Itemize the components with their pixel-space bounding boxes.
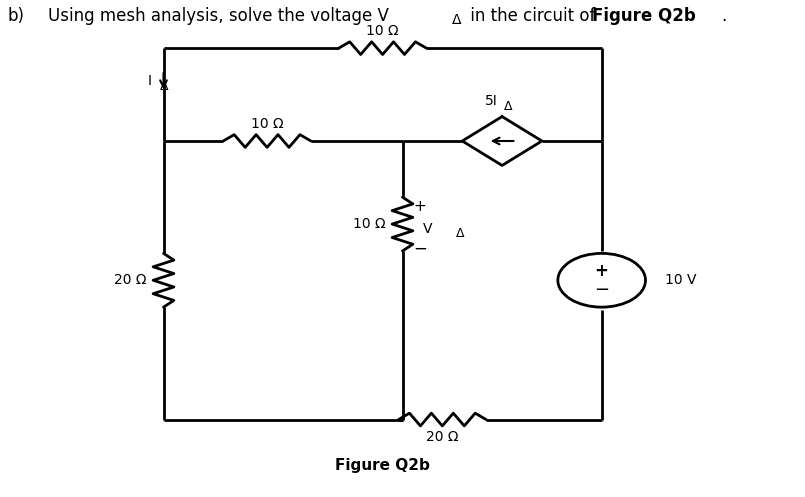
Text: +: + — [595, 262, 609, 280]
Text: Δ: Δ — [159, 81, 168, 93]
Text: 5I: 5I — [485, 94, 498, 108]
Text: Δ: Δ — [452, 13, 461, 27]
Text: 10 Ω: 10 Ω — [366, 24, 399, 38]
Text: Δ: Δ — [456, 227, 464, 241]
Text: V: V — [423, 222, 432, 236]
Text: .: . — [721, 7, 726, 25]
Text: +: + — [414, 199, 427, 215]
Text: −: − — [413, 240, 427, 257]
Text: I: I — [147, 74, 151, 88]
Text: 20 Ω: 20 Ω — [426, 429, 459, 444]
Text: 10 V: 10 V — [666, 273, 697, 287]
Text: Figure Q2b: Figure Q2b — [335, 458, 430, 474]
Text: Using mesh analysis, solve the voltage V: Using mesh analysis, solve the voltage V — [48, 7, 389, 25]
Text: b): b) — [7, 7, 24, 25]
Text: in the circuit of: in the circuit of — [464, 7, 601, 25]
Text: Δ: Δ — [504, 100, 512, 113]
Text: 20 Ω: 20 Ω — [114, 273, 147, 287]
Text: 10 Ω: 10 Ω — [353, 217, 386, 231]
Text: 10 Ω: 10 Ω — [250, 117, 283, 131]
Text: Figure Q2b: Figure Q2b — [592, 7, 696, 25]
Text: −: − — [594, 281, 609, 299]
